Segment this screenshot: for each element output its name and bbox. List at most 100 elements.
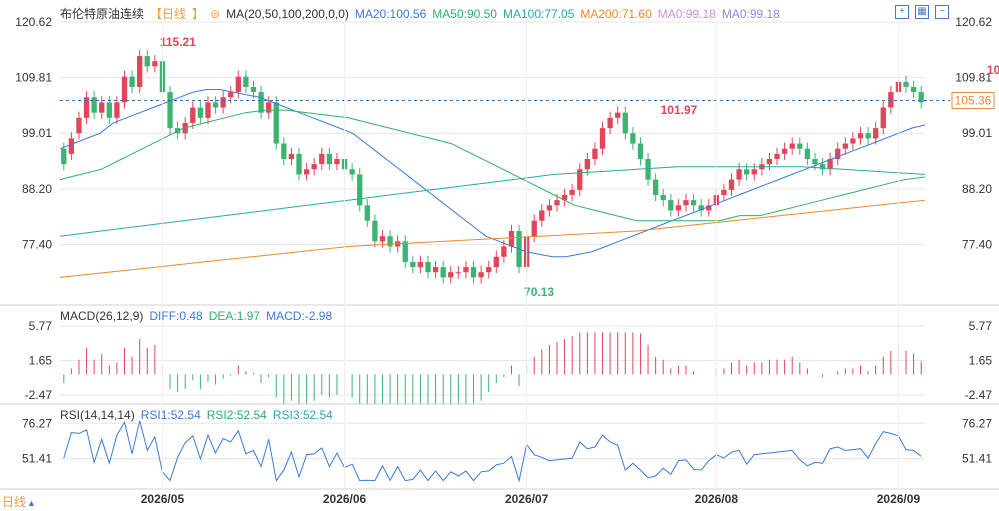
zoom-in-icon[interactable]: + [895,5,909,19]
candle-body [205,102,211,118]
candle-body [561,195,568,201]
grid-icon[interactable]: ▦ [915,5,929,19]
candle-body [781,148,788,154]
candle-body [364,205,370,221]
candle-body [61,148,67,165]
candle-body [121,76,128,103]
candle-body [152,61,158,67]
candle-body [819,164,826,170]
ma-item: MA50:90.50 [432,7,497,21]
candle-body [220,97,226,108]
candle-body [622,112,628,134]
y-tick-label-right: 109.81 [955,71,992,85]
candle-body [880,107,886,129]
rsi-item: RSI3:52.54 [272,408,333,422]
candle-body [508,231,515,247]
price-annotation: 109.72 [987,63,999,77]
zoom-out-icon[interactable]: − [935,5,949,19]
candle-body [546,205,553,211]
candle-body [243,76,249,87]
candle-body [144,56,150,67]
candle-body [440,267,446,278]
price-annotation: 115.21 [160,35,196,49]
candle-body [857,133,864,139]
rsi-tick-left: 51.41 [22,452,52,466]
rsi-item: RSI2:52.54 [206,408,267,422]
candle-body [910,86,917,93]
candle-body [448,272,454,278]
candle-body [615,112,621,118]
y-tick-label-left: 109.81 [15,71,52,85]
candle-body [273,102,279,144]
candle-body [212,102,219,108]
y-tick-label-left: 77.40 [22,237,52,251]
settings-icon[interactable]: ⊜ [210,7,221,21]
macd-tick-left: 5.77 [29,319,53,333]
y-tick-label-right: 120.62 [955,15,992,29]
macd-tick-right: -2.47 [965,388,993,402]
y-tick-label-right: 77.40 [962,237,992,251]
ma-item: MA0:99.18 [721,7,780,21]
candle-body [197,107,204,118]
ma-label: MA(20,50,100,200,0,0) [226,7,349,21]
y-tick-label-left: 99.01 [22,126,52,140]
candle-body [114,102,120,118]
y-tick-label-left: 120.62 [15,15,52,29]
window-controls: + ▦ − [895,5,949,19]
period-switch[interactable]: 日线▲ [2,495,36,509]
ma-item: MA200:71.60 [580,7,652,21]
triangle-up-icon: ▲ [27,498,36,508]
candle-body [744,169,750,175]
ma-line-ma100 [59,166,926,237]
price-header: 布伦特原油连续 【日线】 ⊜ MA(20,50,100,200,0,0) MA20:10… [60,5,786,22]
candle-body [167,92,173,129]
candle-body [288,153,295,159]
candle-body [797,143,803,149]
candle-body [486,267,492,273]
candle-body [455,272,462,274]
candle-body [918,92,924,103]
candle-body [137,56,143,87]
instrument-title: 布伦特原油连续 [60,7,145,21]
candle-body [607,117,613,129]
current-price-box [951,92,995,110]
candle-body [357,174,363,206]
candle-body [228,92,234,98]
candle-body [873,128,879,139]
price-annotation: 101.97 [661,103,698,117]
macd-tick-right: 5.77 [969,319,993,333]
ma-item: MA100:77.05 [502,7,575,21]
candle-body [334,158,340,165]
ma-line-ma200 [59,199,926,278]
candle-body [387,236,393,247]
candle-body [235,76,241,93]
x-tick-label: 2026/05 [141,492,185,506]
y-tick-label-right: 88.20 [962,182,992,196]
x-tick-label: 2026/06 [323,492,367,506]
rsi-tick-right: 76.27 [962,416,992,430]
candle-body [652,179,659,196]
candle-body [303,169,310,175]
candle-body [592,148,598,159]
candle-body [501,246,507,257]
candle-body [281,143,287,159]
candle-body [493,256,499,268]
macd-item: MACD:-2.98 [266,309,333,323]
candle-body [68,138,75,154]
candle-body [470,267,477,278]
candle-body [311,164,317,170]
candle-body [478,272,484,278]
candle-body [690,200,697,206]
rsi-line [63,420,922,483]
macd-item: DIFF:0.48 [149,309,203,323]
period-selector[interactable]: 【日线】 [150,7,205,21]
ma-item: MA0:99.18 [657,7,716,21]
candle-body [319,153,325,165]
candle-body [698,205,704,211]
candle-body [250,86,257,93]
current-price-label: 105.36 [955,94,992,108]
candle-body [129,76,135,87]
candle-body [296,153,302,175]
x-tick-label: 2026/08 [695,492,739,506]
